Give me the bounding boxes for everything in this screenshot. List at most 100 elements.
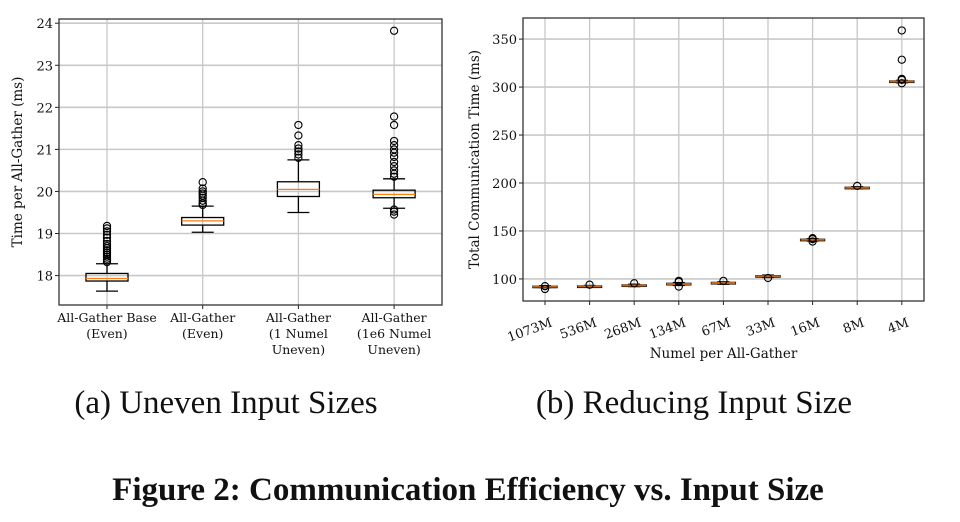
- outlier-point: [294, 131, 303, 140]
- outlier-point: [389, 157, 399, 167]
- outlier-point: [897, 74, 906, 84]
- box-iqr: [85, 272, 129, 282]
- x-tick-label: All-Gather Base: [56, 310, 157, 325]
- x-tick-label: 67M: [700, 316, 733, 340]
- box-1: [181, 178, 225, 233]
- x-tick-label: 4M: [886, 316, 911, 337]
- outlier-point: [294, 150, 303, 159]
- outlier-point: [719, 276, 728, 286]
- chart-b: 100 150 200 250 300 350 1073M 536M 268M 134M 67M 33…: [467, 17, 925, 362]
- x-tick-label: 8M: [841, 316, 866, 337]
- outlier-point: [198, 189, 207, 198]
- box-2: [621, 279, 647, 288]
- x-tick-label: 16M: [789, 316, 822, 340]
- y-tick-label: 300: [492, 81, 517, 96]
- box-2: [276, 120, 321, 214]
- y-tick-label: 100: [492, 273, 517, 288]
- y-tick-label: 200: [492, 177, 517, 192]
- box-1: [576, 280, 603, 289]
- x-tick-label: All-Gather: [361, 310, 427, 325]
- y-tick-label: 150: [492, 225, 517, 240]
- outlier-point: [897, 55, 906, 64]
- outlier-point: [102, 248, 112, 257]
- x-tick-label: 134M: [647, 316, 688, 343]
- outlier-point: [102, 236, 112, 246]
- y-axis-label: Total Communication Time (ms): [467, 50, 483, 269]
- box-4: [710, 276, 737, 286]
- x-tick-label: All-Gather: [169, 310, 235, 325]
- outlier-point: [102, 224, 112, 233]
- outlier-point: [808, 237, 817, 246]
- x-tick-label: Uneven): [272, 342, 325, 357]
- outlier-point: [102, 252, 112, 261]
- figure-caption: Figure 2: Communication Efficiency vs. I…: [112, 472, 824, 508]
- x-tick-label: (Even): [86, 326, 127, 341]
- outlier-point: [389, 162, 399, 171]
- outlier-point: [102, 233, 112, 242]
- outlier-point: [102, 250, 112, 259]
- outlier-point: [674, 276, 683, 286]
- outlier-point: [763, 273, 773, 283]
- outlier-point: [389, 207, 399, 216]
- outlier-point: [198, 184, 207, 193]
- outlier-point: [102, 241, 112, 251]
- outlier-point: [102, 230, 112, 239]
- y-tick-label: 18: [36, 270, 53, 285]
- plot-frame: [58, 18, 443, 306]
- x-tick-label: (1 Numel: [269, 326, 328, 341]
- outlier-point: [102, 221, 112, 231]
- outlier-point: [102, 254, 112, 263]
- outlier-point: [389, 141, 399, 150]
- x-tick-label: All-Gather: [265, 310, 331, 325]
- y-tick-label: 250: [492, 129, 517, 144]
- outlier-point: [389, 26, 399, 35]
- outlier-point: [294, 147, 303, 156]
- box-8: [889, 26, 915, 88]
- box-7: [844, 181, 870, 191]
- box-3: [666, 276, 692, 291]
- box-0: [85, 221, 129, 292]
- subcaption-b: (b) Reducing Input Size: [536, 385, 852, 421]
- outlier-point: [389, 145, 399, 154]
- outlier-point: [389, 210, 399, 219]
- outlier-point: [897, 26, 906, 35]
- outlier-point: [585, 280, 594, 289]
- outlier-point: [897, 79, 906, 88]
- outlier-point: [102, 239, 112, 249]
- y-tick-label: 23: [36, 59, 53, 74]
- x-tick-label: 268M: [603, 316, 644, 343]
- plot-frame: [522, 17, 925, 302]
- y-tick-label: 22: [36, 101, 53, 116]
- y-tick-label: 21: [36, 143, 53, 158]
- outlier-point: [808, 234, 817, 243]
- outlier-point: [540, 281, 550, 291]
- x-tick-label: Uneven): [367, 342, 420, 357]
- outlier-point: [630, 279, 639, 288]
- outlier-point: [853, 181, 862, 191]
- outlier-point: [674, 282, 683, 291]
- x-tick-label: (Even): [182, 326, 223, 341]
- y-tick-label: 20: [36, 185, 53, 200]
- x-axis-label: Numel per All-Gather: [650, 346, 798, 362]
- outlier-point: [198, 193, 207, 202]
- x-tick-label: 1073M: [506, 316, 555, 346]
- outlier-point: [102, 227, 112, 236]
- outlier-point: [198, 178, 207, 187]
- outlier-point: [389, 205, 399, 214]
- outlier-point: [389, 172, 399, 181]
- x-tick-label: 33M: [744, 316, 777, 340]
- y-tick-label: 24: [36, 17, 53, 32]
- outlier-point: [294, 144, 303, 153]
- outlier-point: [198, 187, 207, 196]
- outlier-point: [540, 284, 550, 294]
- box-5: [755, 273, 781, 283]
- box-0: [532, 281, 558, 294]
- y-axis-label: Time per All-Gather (ms): [10, 77, 26, 248]
- plot-area: [59, 19, 442, 305]
- outlier-point: [102, 246, 112, 255]
- y-tick-label: 19: [36, 228, 53, 243]
- y-tick-label: 350: [492, 33, 517, 48]
- outlier-point: [294, 153, 303, 162]
